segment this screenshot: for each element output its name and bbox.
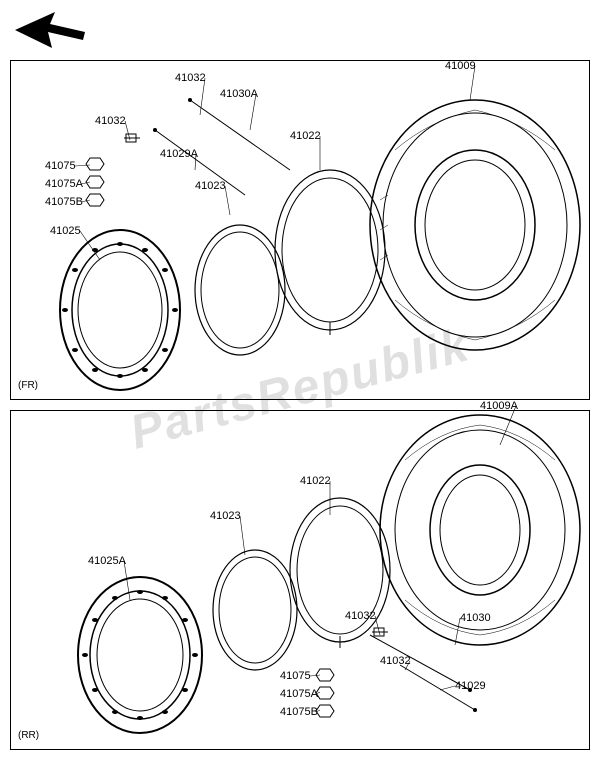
callout-label: 41032	[175, 72, 206, 84]
callout-label: 41030	[460, 612, 491, 624]
callout-label: 41032	[95, 115, 126, 127]
callout-label: 41029A	[160, 148, 198, 160]
callout-label: 41009	[445, 60, 476, 72]
parts-svg	[0, 0, 600, 778]
rear-weight-2	[316, 687, 334, 699]
spoke-end-icon	[473, 708, 477, 712]
callout-label: 41075B	[280, 706, 318, 718]
callout-label: 41075	[280, 670, 311, 682]
front-spoke-outer	[190, 100, 290, 170]
callout-label: 41022	[300, 475, 331, 487]
callout-label: 41030A	[220, 88, 258, 100]
front-band	[195, 225, 285, 355]
callout-label: 41075A	[280, 688, 318, 700]
front-tire	[370, 100, 580, 350]
callout-label: 41025	[50, 225, 81, 237]
spoke-end-icon	[153, 128, 157, 132]
callout-label: 41075A	[45, 178, 83, 190]
nav-arrow-icon	[15, 12, 85, 48]
callout-label: 41009A	[480, 400, 518, 412]
front-tube	[275, 170, 385, 335]
diagram-canvas: (FR) (RR) 41032 41030A 41009 41032 41029A 410…	[0, 0, 600, 778]
callout-label: 41023	[210, 510, 241, 522]
front-section-label: (FR)	[18, 380, 38, 391]
callout-label: 41025A	[88, 555, 126, 567]
callout-label: 41022	[290, 130, 321, 142]
spoke-end-icon	[188, 98, 192, 102]
rear-tire	[380, 415, 580, 645]
rear-band	[213, 550, 297, 670]
callout-label: 41032	[380, 655, 411, 667]
rear-rim	[78, 577, 202, 733]
callout-label: 41075	[45, 160, 76, 172]
callout-label: 41032	[345, 610, 376, 622]
front-rim	[60, 230, 180, 390]
callout-label: 41023	[195, 180, 226, 192]
callout-label: 41029	[455, 680, 486, 692]
front-weight-1	[86, 158, 104, 170]
rear-tube	[290, 498, 390, 648]
rear-section-label: (RR)	[18, 730, 39, 741]
rear-weight-3	[316, 705, 334, 717]
front-nipple-small	[124, 134, 140, 142]
callout-label: 41075B	[45, 196, 83, 208]
